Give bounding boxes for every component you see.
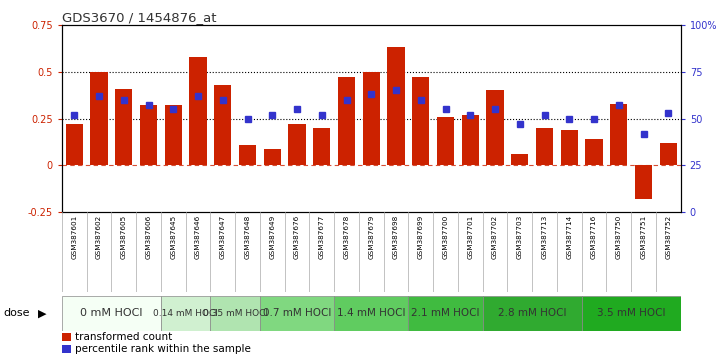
Bar xyxy=(387,47,405,165)
Text: GSM387698: GSM387698 xyxy=(393,215,399,259)
Bar xyxy=(210,296,260,331)
Bar xyxy=(338,77,355,165)
Text: GSM387703: GSM387703 xyxy=(517,215,523,259)
Text: dose: dose xyxy=(4,308,30,318)
Bar xyxy=(264,149,281,165)
Text: GSM387751: GSM387751 xyxy=(641,215,646,259)
Bar xyxy=(561,130,578,165)
Bar xyxy=(288,124,306,165)
Bar xyxy=(437,117,454,165)
Bar xyxy=(161,296,210,331)
Bar xyxy=(115,88,132,165)
Bar xyxy=(90,72,108,165)
Text: GSM387677: GSM387677 xyxy=(319,215,325,259)
Bar xyxy=(313,128,331,165)
Bar xyxy=(462,115,479,165)
Text: GSM387700: GSM387700 xyxy=(443,215,448,259)
Text: GSM387714: GSM387714 xyxy=(566,215,572,259)
Bar xyxy=(334,296,408,331)
Bar xyxy=(582,296,681,331)
Text: GSM387647: GSM387647 xyxy=(220,215,226,259)
Text: GDS3670 / 1454876_at: GDS3670 / 1454876_at xyxy=(62,11,216,24)
Bar xyxy=(585,139,603,165)
Text: transformed count: transformed count xyxy=(75,332,172,342)
Text: GSM387750: GSM387750 xyxy=(616,215,622,259)
Text: 0.14 mM HOCl: 0.14 mM HOCl xyxy=(153,309,218,318)
Bar xyxy=(214,85,232,165)
Bar xyxy=(486,90,504,165)
Text: 1.4 mM HOCl: 1.4 mM HOCl xyxy=(337,308,405,318)
Bar xyxy=(483,296,582,331)
Text: GSM387601: GSM387601 xyxy=(71,215,77,259)
Bar xyxy=(408,296,483,331)
Text: 2.1 mM HOCl: 2.1 mM HOCl xyxy=(411,308,480,318)
Bar xyxy=(536,128,553,165)
Text: 2.8 mM HOCl: 2.8 mM HOCl xyxy=(498,308,566,318)
Bar xyxy=(189,57,207,165)
Bar xyxy=(165,105,182,165)
Text: GSM387752: GSM387752 xyxy=(665,215,671,259)
Text: GSM387678: GSM387678 xyxy=(344,215,349,259)
Text: GSM387646: GSM387646 xyxy=(195,215,201,259)
Text: GSM387713: GSM387713 xyxy=(542,215,547,259)
Bar xyxy=(62,333,71,341)
Text: GSM387702: GSM387702 xyxy=(492,215,498,259)
Text: GSM387679: GSM387679 xyxy=(368,215,374,259)
Text: GSM387699: GSM387699 xyxy=(418,215,424,259)
Bar xyxy=(412,77,430,165)
Text: GSM387606: GSM387606 xyxy=(146,215,151,259)
Bar xyxy=(62,296,161,331)
Bar xyxy=(62,345,71,353)
Text: 0.35 mM HOCl: 0.35 mM HOCl xyxy=(202,309,268,318)
Text: GSM387676: GSM387676 xyxy=(294,215,300,259)
Bar xyxy=(635,165,652,199)
Bar xyxy=(610,104,628,165)
Text: GSM387701: GSM387701 xyxy=(467,215,473,259)
Bar xyxy=(660,143,677,165)
Bar xyxy=(260,296,334,331)
Bar xyxy=(239,145,256,165)
Bar xyxy=(363,72,380,165)
Text: GSM387716: GSM387716 xyxy=(591,215,597,259)
Text: ▶: ▶ xyxy=(38,308,47,318)
Bar xyxy=(140,105,157,165)
Text: GSM387649: GSM387649 xyxy=(269,215,275,259)
Text: GSM387645: GSM387645 xyxy=(170,215,176,259)
Text: 3.5 mM HOCl: 3.5 mM HOCl xyxy=(597,308,665,318)
Text: GSM387605: GSM387605 xyxy=(121,215,127,259)
Text: 0 mM HOCl: 0 mM HOCl xyxy=(80,308,143,318)
Text: 0.7 mM HOCl: 0.7 mM HOCl xyxy=(263,308,331,318)
Text: percentile rank within the sample: percentile rank within the sample xyxy=(75,344,250,354)
Bar xyxy=(66,124,83,165)
Text: GSM387602: GSM387602 xyxy=(96,215,102,259)
Text: GSM387648: GSM387648 xyxy=(245,215,250,259)
Bar xyxy=(511,154,529,165)
